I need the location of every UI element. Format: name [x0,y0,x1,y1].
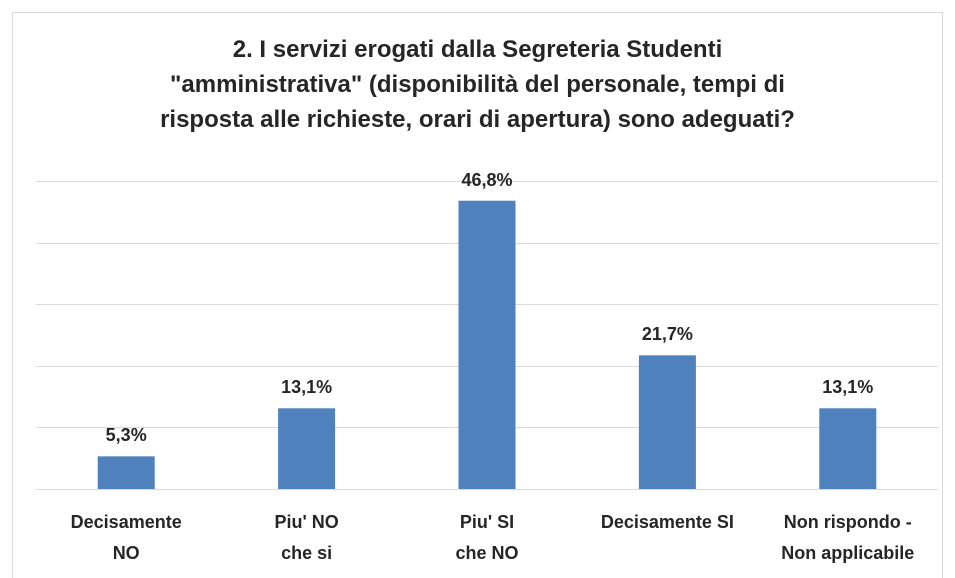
x-tick-label: Piu' NO che si [274,512,339,563]
bar [638,355,696,489]
data-label: 21,7% [641,324,693,345]
chart-title: 2. I servizi erogati dalla Segreteria St… [160,36,795,133]
data-label: 46,8% [461,169,513,190]
x-tick-label: Piu' SI che NO [455,512,519,563]
x-tick-label: Non rispondo - Non applicabile [781,512,915,563]
data-label: 13,1% [281,377,333,398]
bar [458,200,516,489]
x-tick-label: Decisamente SI [600,512,734,532]
data-label: 13,1% [822,377,874,398]
bar [819,408,877,489]
bar [278,408,336,489]
data-label: 5,3% [105,425,147,446]
bar [97,456,155,489]
x-tick-label: Decisamente NO [70,512,182,563]
